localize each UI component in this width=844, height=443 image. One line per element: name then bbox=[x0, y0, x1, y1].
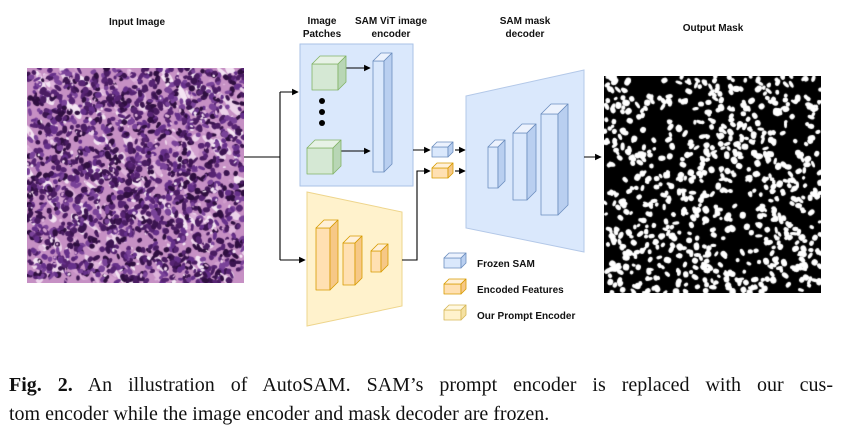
mask-decoder-label-line2: decoder bbox=[506, 29, 545, 40]
vit-encoder-label-line2: encoder bbox=[372, 29, 411, 40]
output-mask-label: Output Mask bbox=[683, 23, 744, 34]
arrow-to-prompt-embedding bbox=[402, 167, 431, 261]
legend-prompt-encoder-label: Our Prompt Encoder bbox=[477, 311, 575, 322]
caption-text-line-1: An illustration of AutoSAM. SAM’s prompt… bbox=[87, 374, 833, 396]
caption-line-1: Fig. 2. An illustration of AutoSAM. SAM’… bbox=[9, 371, 833, 400]
autosam-figure: Input Image Image Patches SAM ViT image … bbox=[27, 16, 821, 327]
prompt-encoder-layer-1 bbox=[315, 219, 339, 291]
figure-caption: Fig. 2. An illustration of AutoSAM. SAM’… bbox=[9, 371, 833, 429]
prompt-embedding-block bbox=[431, 162, 454, 179]
prompt-encoder-layer-3 bbox=[370, 243, 389, 273]
vit-encoder-block bbox=[372, 52, 393, 173]
mask-decoder-label-line1: SAM mask bbox=[500, 16, 551, 27]
image-patch-top bbox=[311, 55, 347, 91]
input-image-label: Input Image bbox=[109, 17, 166, 28]
image-patches-label-line2: Patches bbox=[303, 29, 342, 40]
decoder-layer-1 bbox=[487, 139, 506, 189]
caption-line-2: tom encoder while the image encoder and … bbox=[9, 403, 550, 425]
patch-ellipsis-dots bbox=[319, 98, 325, 126]
legend-encoded-features-label: Encoded Features bbox=[477, 285, 564, 296]
legend-prompt-encoder-swatch bbox=[443, 304, 467, 321]
decoder-layer-2 bbox=[512, 123, 537, 201]
prompt-encoder-layer-2 bbox=[342, 235, 363, 286]
image-patch-bottom bbox=[306, 139, 342, 175]
legend: Frozen SAM Encoded Features Our Prompt E… bbox=[443, 252, 575, 322]
image-embedding-block bbox=[431, 141, 454, 158]
legend-frozen-sam-label: Frozen SAM bbox=[477, 259, 535, 270]
vit-encoder-label-line1: SAM ViT image bbox=[355, 16, 427, 27]
caption-figure-label: Fig. 2. bbox=[9, 374, 73, 396]
decoder-layer-3 bbox=[540, 103, 569, 216]
legend-encoded-features-swatch bbox=[443, 278, 467, 295]
architecture-diagram: Input Image Image Patches SAM ViT image … bbox=[109, 16, 744, 327]
input-histology-image bbox=[27, 68, 244, 283]
output-mask-image bbox=[604, 76, 821, 293]
image-patches-label-line1: Image bbox=[308, 16, 337, 27]
legend-frozen-sam-swatch bbox=[443, 252, 467, 269]
